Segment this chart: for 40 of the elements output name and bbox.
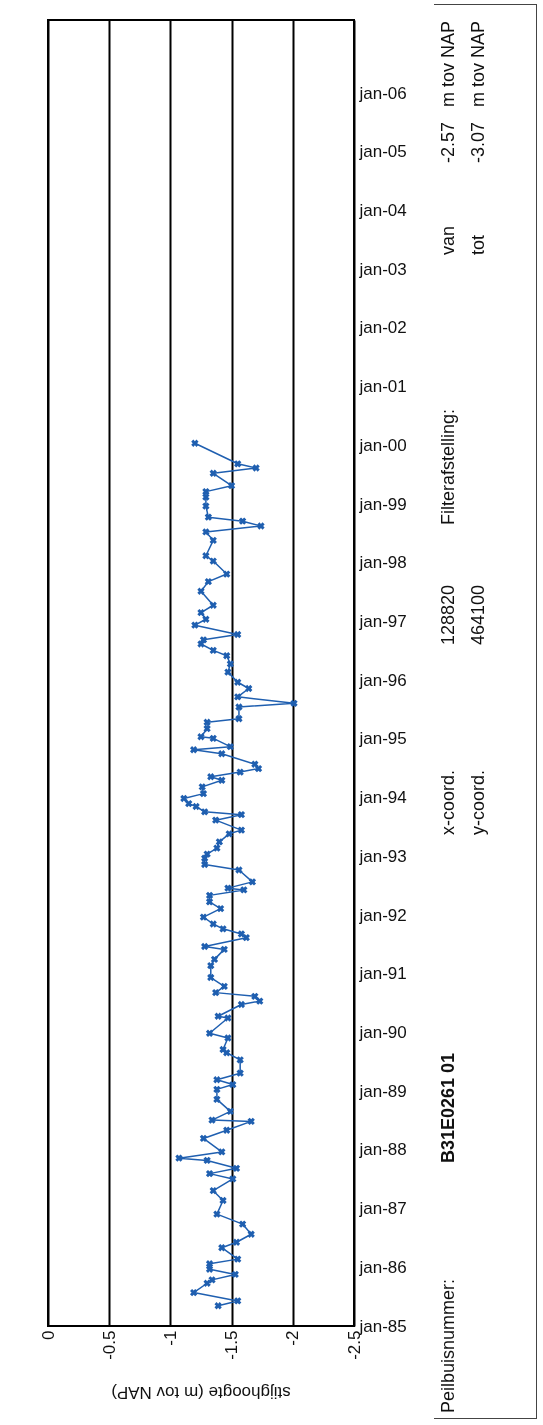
y-tick-label: jan-97	[358, 611, 407, 631]
y-tick-label: jan-91	[358, 964, 407, 984]
y-tick-label: jan-98	[358, 553, 407, 573]
y-tick-label: jan-87	[358, 1199, 407, 1219]
x-tick-label: -1.5	[222, 1330, 242, 1360]
y-tick-label: jan-93	[358, 846, 407, 866]
x-tick-label: 0	[38, 1330, 58, 1340]
y-tick-label: jan-89	[358, 1081, 407, 1101]
x-axis-title: stijghoogte (m tov NAP)	[110, 1382, 292, 1402]
text: -2.57	[437, 121, 459, 163]
x-tick-label: -0.5	[99, 1330, 119, 1360]
y-tick-label: jan-99	[358, 494, 407, 514]
y-tick-label: jan-96	[358, 670, 407, 690]
y-tick-label: jan-95	[358, 729, 407, 749]
text: x-coord.	[437, 769, 459, 835]
text: 128820	[437, 584, 459, 645]
text: Peilbuisnummer:	[437, 1278, 459, 1413]
text: Filterafstelling:	[437, 408, 459, 525]
y-tick-label: jan-04	[358, 201, 407, 221]
y-tick-label: jan-06	[358, 83, 407, 103]
text: 464100	[467, 584, 489, 645]
y-tick-label: jan-92	[358, 905, 407, 925]
text: -3.07	[467, 121, 489, 163]
y-tick-label: jan-88	[358, 1140, 407, 1160]
y-tick-label: jan-90	[358, 1022, 407, 1042]
y-tick-label: jan-05	[358, 142, 407, 162]
text: B31E0261 01	[437, 1052, 459, 1163]
y-tick-label: jan-94	[358, 788, 407, 808]
x-tick-label: -2	[283, 1330, 303, 1346]
y-tick-label: jan-00	[358, 435, 407, 455]
y-tick-label: jan-03	[358, 259, 407, 279]
text: tot	[467, 234, 489, 255]
y-tick-label: jan-86	[358, 1257, 407, 1277]
text: m tov NAP	[437, 20, 459, 107]
text: y-coord.	[467, 769, 489, 835]
x-tick-label: -1	[160, 1330, 180, 1346]
y-tick-label: jan-01	[358, 377, 407, 397]
text: m tov NAP	[467, 20, 489, 107]
y-tick-label: jan-02	[358, 318, 407, 338]
text: van	[437, 225, 459, 255]
